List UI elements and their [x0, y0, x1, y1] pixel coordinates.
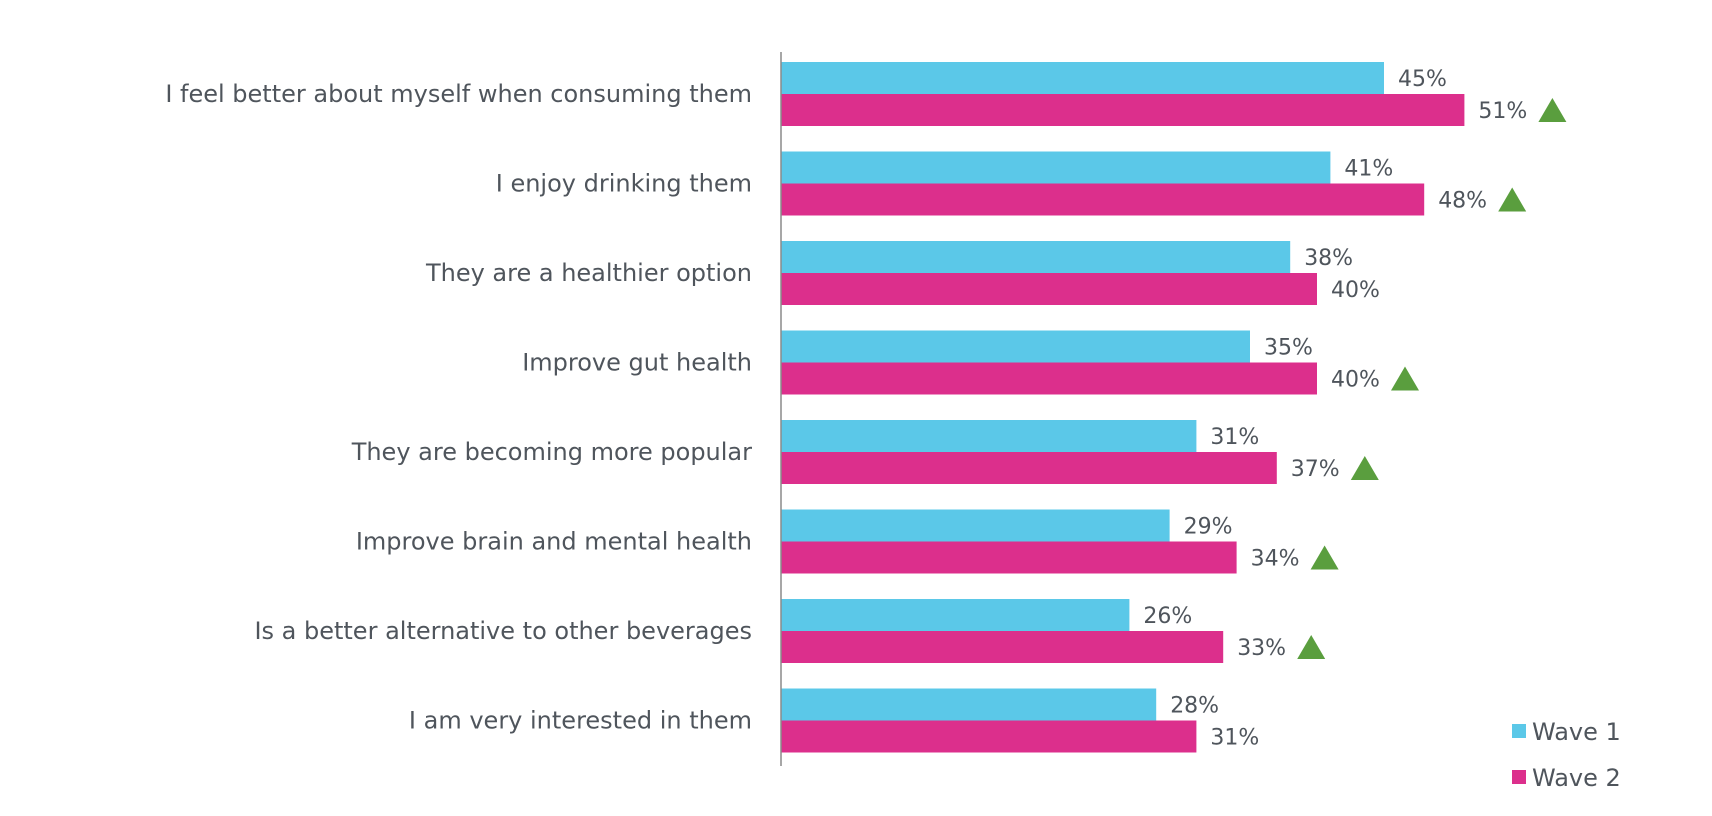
- data-label: 48%: [1438, 189, 1487, 214]
- increase-markers: [1297, 98, 1567, 659]
- bar-wave-2: [781, 541, 1237, 574]
- bar-wave-1: [781, 420, 1197, 452]
- bar-wave-2: [781, 183, 1425, 216]
- legend-swatch-wave-1: [1512, 724, 1526, 738]
- bar-wave-1: [781, 62, 1384, 94]
- increase-triangle-icon: [1538, 98, 1567, 122]
- bar-wave-1: [781, 688, 1157, 721]
- bar-wave-1: [781, 330, 1250, 363]
- data-label: 28%: [1170, 694, 1219, 719]
- data-label: 26%: [1143, 604, 1192, 629]
- increase-triangle-icon: [1350, 456, 1379, 480]
- data-label: 41%: [1344, 157, 1393, 182]
- legend-label-wave-2: Wave 2: [1532, 764, 1621, 792]
- category-label: They are becoming more popular: [351, 438, 752, 466]
- category-label: I am very interested in them: [409, 707, 752, 735]
- legend-swatch-wave-2: [1512, 770, 1526, 784]
- bar-wave-2: [781, 452, 1277, 484]
- data-label: 40%: [1331, 368, 1380, 393]
- data-label: 40%: [1331, 278, 1380, 303]
- data-label: 51%: [1478, 99, 1527, 124]
- bar-wave-1: [781, 599, 1130, 631]
- category-label: Improve gut health: [522, 349, 752, 377]
- bar-wave-1: [781, 151, 1331, 184]
- data-label: 45%: [1398, 67, 1447, 92]
- category-label: I feel better about myself when consumin…: [165, 80, 752, 108]
- data-label: 35%: [1264, 336, 1313, 361]
- data-label: 37%: [1291, 457, 1340, 482]
- bar-wave-2: [781, 94, 1465, 126]
- legend-label-wave-1: Wave 1: [1532, 718, 1621, 746]
- category-label: Improve brain and mental health: [356, 528, 752, 556]
- bar-wave-1: [781, 241, 1291, 273]
- increase-triangle-icon: [1498, 187, 1527, 212]
- data-label: 38%: [1304, 246, 1353, 271]
- bar-wave-2: [781, 273, 1317, 305]
- category-label: I enjoy drinking them: [496, 170, 752, 198]
- increase-triangle-icon: [1310, 545, 1339, 570]
- bar-wave-2: [781, 631, 1224, 663]
- increase-triangle-icon: [1297, 635, 1326, 659]
- category-label: They are a healthier option: [425, 259, 752, 287]
- bar-wave-2: [781, 720, 1197, 753]
- value-labels: 45% 51% 41% 48% 38% 40% 35% 40% 31% 37% 29% 34% 26% 3…: [1143, 67, 1527, 751]
- data-label: 31%: [1210, 726, 1259, 751]
- category-labels: I feel better about myself when consumin…: [165, 80, 752, 735]
- bar-wave-1: [781, 509, 1170, 542]
- data-label: 29%: [1184, 515, 1233, 540]
- category-label: Is a better alternative to other beverag…: [254, 617, 752, 645]
- data-label: 33%: [1237, 636, 1286, 661]
- bars: [781, 62, 1465, 753]
- bar-wave-2: [781, 362, 1317, 395]
- increase-triangle-icon: [1391, 366, 1419, 391]
- data-label: 31%: [1210, 425, 1259, 450]
- data-label: 34%: [1251, 547, 1300, 572]
- legend: Wave 1 Wave 2: [1512, 718, 1621, 792]
